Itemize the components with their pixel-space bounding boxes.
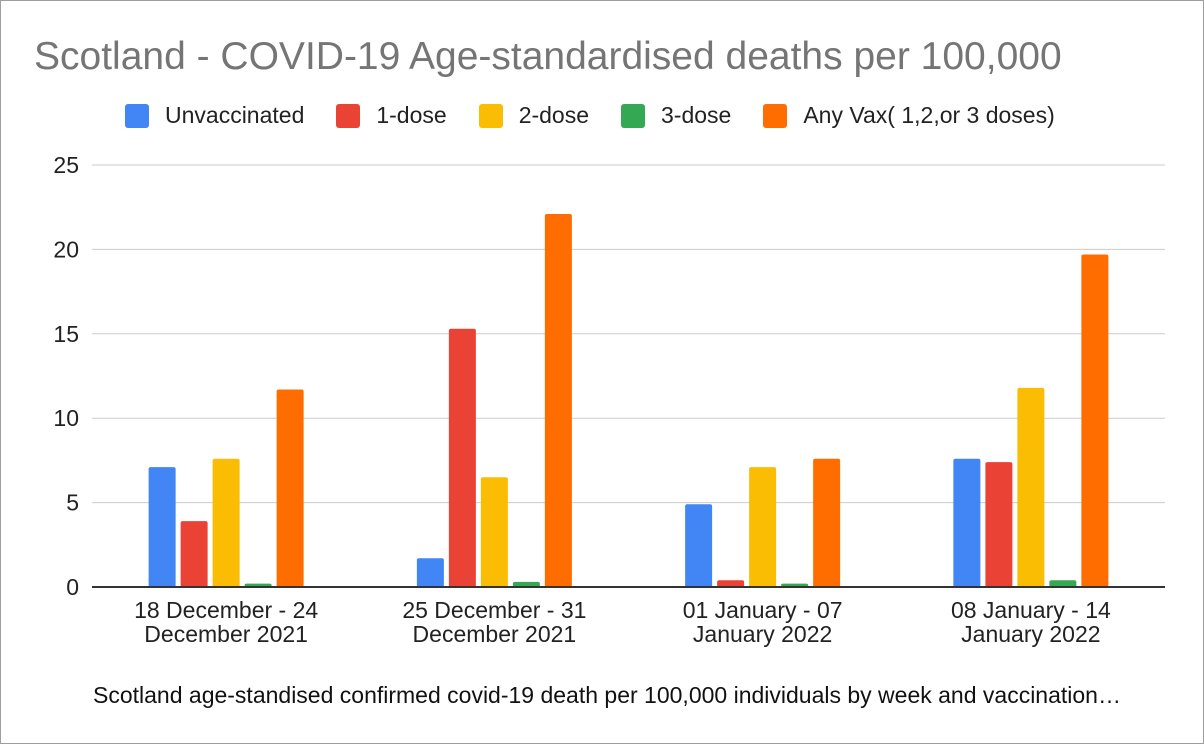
legend-label-unvaccinated: Unvaccinated [165,102,305,128]
legend-swatch-any-vax [763,103,788,128]
legend-item-2-dose[interactable]: 2-dose [478,102,590,129]
legend-item-1-dose[interactable]: 1-dose [336,102,447,129]
bar [480,477,508,587]
legend-swatch-2-dose [478,103,503,128]
bar [953,458,981,587]
y-tick-label: 5 [66,490,79,516]
x-tick-label: 18 December - 24 [134,597,318,623]
bar [717,580,745,587]
legend-swatch-unvaccinated [125,103,149,128]
chart-legend: Unvaccinated 1-dose 2-dose 3-dose Any Va… [125,102,1055,129]
legend-label-any-vax: Any Vax( 1,2,or 3 doses) [803,102,1055,128]
x-tick-label: December 2021 [144,621,308,647]
legend-swatch-3-dose [621,103,646,128]
bar [212,458,240,587]
legend-label-3-dose: 3-dose [661,102,732,128]
y-tick-label: 25 [53,152,79,178]
bar [1017,387,1045,587]
legend-item-3-dose[interactable]: 3-dose [621,102,731,129]
legend-swatch-1-dose [336,103,361,128]
y-tick-label: 10 [53,405,79,431]
chart-title: Scotland - COVID-19 Age-standardised dea… [34,35,1062,78]
bar [416,558,444,587]
legend-label-2-dose: 2-dose [518,102,590,128]
bar [180,521,208,587]
bar [544,213,572,587]
bar [685,504,713,587]
x-tick-label: January 2022 [961,621,1100,647]
x-axis-caption: Scotland age-standised confirmed covid-1… [93,682,1121,708]
bar [749,467,777,587]
bar [1049,580,1077,587]
x-tick-label: 08 January - 14 [951,597,1111,623]
bar [512,581,540,587]
y-tick-label: 0 [66,574,79,600]
bar [448,328,476,587]
y-tick-label: 15 [53,321,79,347]
x-tick-label: 01 January - 07 [683,597,843,623]
x-tick-label: 25 December - 31 [402,597,586,623]
x-tick-label: January 2022 [693,621,832,647]
y-tick-label: 20 [53,236,79,262]
bar [813,458,841,587]
bar [148,467,176,587]
legend-item-unvaccinated[interactable]: Unvaccinated [125,102,304,129]
x-tick-label: December 2021 [413,621,577,647]
legend-label-1-dose: 1-dose [376,102,447,128]
bar [276,389,304,587]
bar [1081,254,1109,588]
bar [985,462,1013,587]
legend-item-any-vax[interactable]: Any Vax( 1,2,or 3 doses) [763,102,1055,129]
